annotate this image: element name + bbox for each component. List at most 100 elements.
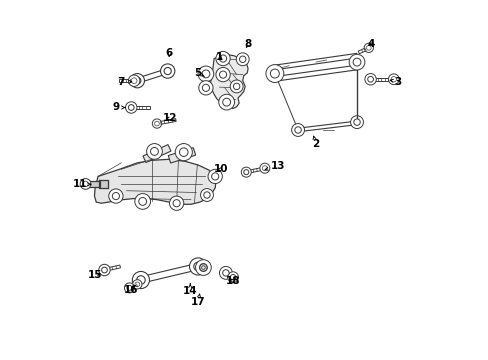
Circle shape — [201, 266, 205, 269]
Circle shape — [80, 179, 91, 189]
Circle shape — [193, 262, 202, 271]
Polygon shape — [140, 263, 199, 283]
Circle shape — [387, 74, 398, 85]
Circle shape — [126, 103, 136, 112]
Circle shape — [173, 200, 180, 207]
Circle shape — [99, 264, 110, 276]
Circle shape — [219, 71, 226, 78]
Circle shape — [198, 66, 213, 82]
Circle shape — [230, 274, 235, 280]
Polygon shape — [245, 167, 264, 174]
Circle shape — [199, 264, 207, 271]
Circle shape — [222, 270, 229, 276]
Text: 4: 4 — [367, 39, 374, 49]
Circle shape — [198, 81, 213, 95]
Circle shape — [195, 260, 211, 275]
Circle shape — [200, 264, 206, 271]
Text: 9: 9 — [112, 103, 125, 112]
Text: 8: 8 — [244, 39, 251, 49]
Polygon shape — [210, 54, 247, 109]
Circle shape — [189, 258, 206, 275]
Circle shape — [230, 80, 243, 93]
Polygon shape — [358, 46, 368, 54]
Circle shape — [169, 196, 183, 210]
Circle shape — [364, 73, 376, 85]
Circle shape — [134, 77, 141, 84]
Circle shape — [130, 73, 144, 88]
Circle shape — [132, 271, 149, 289]
Text: 5: 5 — [194, 68, 204, 78]
Circle shape — [128, 105, 134, 111]
Circle shape — [270, 69, 279, 78]
Text: 11: 11 — [73, 179, 90, 189]
Circle shape — [175, 144, 192, 161]
Circle shape — [236, 53, 248, 66]
Polygon shape — [99, 180, 108, 188]
Circle shape — [348, 54, 364, 70]
Circle shape — [132, 280, 142, 289]
Text: 12: 12 — [163, 113, 177, 123]
Polygon shape — [142, 145, 171, 162]
Text: 16: 16 — [124, 285, 138, 295]
Circle shape — [241, 167, 251, 177]
Circle shape — [128, 75, 140, 86]
Circle shape — [265, 64, 283, 82]
Polygon shape — [129, 283, 141, 289]
Circle shape — [352, 58, 360, 66]
Circle shape — [222, 98, 230, 106]
Polygon shape — [94, 159, 216, 204]
Circle shape — [108, 189, 123, 203]
Polygon shape — [131, 106, 149, 109]
Circle shape — [112, 193, 119, 200]
Circle shape — [219, 55, 226, 62]
Circle shape — [202, 84, 209, 91]
Polygon shape — [274, 65, 357, 81]
Circle shape — [127, 285, 132, 291]
Circle shape — [124, 283, 134, 293]
Polygon shape — [274, 53, 357, 70]
Circle shape — [259, 163, 269, 173]
Text: 17: 17 — [190, 294, 205, 307]
Circle shape — [211, 173, 218, 180]
Circle shape — [350, 116, 363, 129]
Text: 2: 2 — [312, 136, 319, 149]
Circle shape — [102, 267, 107, 273]
Text: 6: 6 — [165, 48, 173, 58]
Circle shape — [202, 70, 209, 78]
Circle shape — [233, 83, 240, 90]
Circle shape — [160, 64, 175, 78]
Circle shape — [150, 148, 158, 156]
Circle shape — [367, 76, 373, 82]
Polygon shape — [87, 181, 100, 187]
Circle shape — [179, 148, 188, 157]
Circle shape — [216, 67, 230, 82]
Text: 15: 15 — [88, 270, 102, 280]
Circle shape — [294, 127, 301, 133]
Polygon shape — [104, 265, 120, 271]
Polygon shape — [156, 118, 176, 125]
Circle shape — [207, 169, 222, 184]
Circle shape — [291, 123, 304, 136]
Circle shape — [136, 276, 145, 284]
Circle shape — [216, 51, 230, 66]
Circle shape — [139, 198, 146, 205]
Text: 1: 1 — [215, 52, 223, 62]
Text: 3: 3 — [389, 77, 401, 87]
Circle shape — [146, 144, 162, 159]
Circle shape — [364, 43, 373, 53]
Circle shape — [244, 170, 248, 175]
Text: 7: 7 — [117, 77, 131, 87]
Polygon shape — [136, 69, 168, 83]
Polygon shape — [370, 78, 387, 81]
Text: 10: 10 — [214, 164, 228, 174]
Circle shape — [203, 192, 210, 198]
Circle shape — [99, 265, 109, 275]
Circle shape — [152, 119, 162, 128]
Circle shape — [200, 189, 213, 202]
Circle shape — [135, 194, 150, 209]
Text: 13: 13 — [264, 161, 285, 171]
Circle shape — [164, 67, 171, 75]
Circle shape — [125, 102, 137, 113]
Text: 14: 14 — [183, 284, 197, 296]
Polygon shape — [119, 79, 134, 82]
